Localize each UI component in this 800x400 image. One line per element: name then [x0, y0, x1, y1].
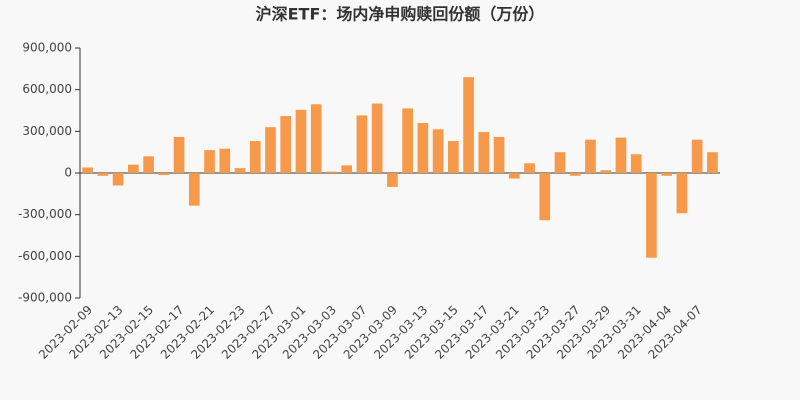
- bar: [707, 152, 718, 173]
- bar: [234, 168, 246, 173]
- bar: [432, 129, 444, 173]
- bar: [600, 170, 612, 173]
- bar: [158, 173, 170, 176]
- bar: [97, 173, 109, 176]
- bar: [402, 108, 413, 173]
- y-tick-label: 0: [64, 166, 72, 180]
- bar: [524, 163, 535, 173]
- bar: [691, 139, 703, 173]
- bar: [676, 173, 688, 214]
- bar: [585, 139, 596, 173]
- bar: [356, 115, 368, 173]
- bar: [143, 156, 154, 173]
- bar: [478, 132, 490, 173]
- bar: [249, 141, 261, 173]
- bar: [265, 127, 276, 173]
- bar: [554, 152, 566, 173]
- bar: [82, 167, 93, 173]
- bar: [326, 171, 337, 173]
- bar: [310, 104, 322, 173]
- bar: [661, 173, 672, 176]
- bar: [463, 77, 474, 173]
- bar: [387, 173, 398, 187]
- bar: [128, 164, 139, 173]
- y-tick-label: -600,000: [18, 249, 72, 263]
- bar: [280, 116, 292, 173]
- bar: [188, 173, 200, 206]
- bar: [569, 173, 581, 176]
- bar: [173, 136, 185, 173]
- bar: [646, 173, 657, 258]
- bar: [508, 173, 520, 179]
- bar: [615, 137, 627, 173]
- y-tick-label: -300,000: [18, 207, 72, 221]
- y-tick-label: 300,000: [22, 124, 72, 138]
- bar: [417, 123, 429, 173]
- bar: [219, 148, 231, 173]
- bar: [493, 136, 505, 173]
- bar: [539, 173, 551, 221]
- bar: [448, 141, 459, 173]
- bar: [112, 173, 124, 186]
- bar: [204, 150, 215, 173]
- bar: [630, 154, 642, 173]
- bar: [371, 103, 383, 173]
- bar: [295, 109, 307, 173]
- chart-title: 沪深ETF：场内净申购赎回份额（万份）: [256, 5, 545, 24]
- y-tick-label: -900,000: [18, 291, 72, 305]
- y-tick-label: 900,000: [22, 41, 72, 55]
- bar: [341, 165, 352, 173]
- y-tick-label: 600,000: [22, 82, 72, 96]
